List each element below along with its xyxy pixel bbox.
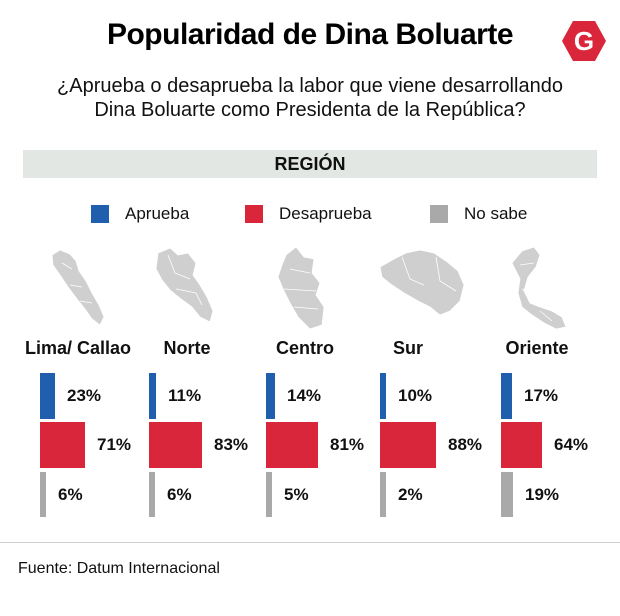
- map-oriente: [511, 246, 567, 330]
- region-label-norte: Norte: [163, 338, 211, 358]
- g-logo: G: [562, 21, 606, 61]
- value-label-sur-aprueba: 10%: [398, 386, 433, 405]
- footer-divider: [0, 542, 620, 543]
- region-label-sur: Sur: [392, 338, 424, 358]
- bar-norte-no-sabe: [149, 472, 155, 517]
- value-label-lima-callao-no-sabe: 6%: [58, 484, 83, 504]
- subtitle-line-1: ¿Aprueba o desaprueba la labor que viene…: [57, 75, 563, 97]
- legend-swatch-aprueba: [91, 205, 109, 223]
- value-label-centro-no-sabe: 5%: [284, 484, 309, 504]
- bar-centro-no-sabe: [266, 472, 272, 517]
- bar-lima-callao-desaprueba: [40, 422, 85, 468]
- bar-sur-aprueba: [380, 373, 386, 419]
- value-label-lima-callao-aprueba: 23%: [67, 386, 102, 405]
- region-label-lima-callao: Lima/ Callao: [24, 338, 132, 358]
- bar-oriente-aprueba: [501, 373, 512, 419]
- bar-norte-aprueba: [149, 373, 156, 419]
- value-label-norte-aprueba: 11%: [168, 386, 202, 405]
- value-label-norte-no-sabe: 6%: [167, 484, 192, 504]
- legend-label-aprueba: Aprueba: [125, 204, 190, 223]
- bar-lima-callao-aprueba: [40, 373, 55, 419]
- legend-label-no-sabe: No sabe: [464, 204, 528, 223]
- bar-centro-desaprueba: [266, 422, 318, 468]
- logo-letter: G: [574, 26, 594, 56]
- map-sur: [379, 249, 465, 316]
- map-lima-callao: [51, 249, 105, 326]
- map-norte: [155, 247, 214, 323]
- bar-oriente-desaprueba: [501, 422, 542, 468]
- region-header: REGIÓN: [23, 150, 597, 178]
- region-label-centro: Centro: [276, 338, 334, 358]
- chart-subtitle: ¿Aprueba o desaprueba la labor que viene…: [20, 74, 600, 122]
- legend-label-desaprueba: Desaprueba: [279, 204, 372, 223]
- value-label-centro-desaprueba: 81%: [330, 435, 365, 454]
- map-centro: [277, 246, 325, 330]
- value-label-oriente-aprueba: 17%: [524, 386, 559, 405]
- legend-swatch-no-sabe: [430, 205, 448, 223]
- value-label-centro-aprueba: 14%: [287, 386, 322, 405]
- value-label-lima-callao-desaprueba: 71%: [97, 435, 132, 454]
- logo-hexagon: [562, 21, 606, 61]
- legend: Aprueba Desaprueba No sabe: [0, 204, 620, 228]
- bar-norte-desaprueba: [149, 422, 202, 468]
- value-label-norte-desaprueba: 83%: [214, 435, 249, 454]
- bar-sur-no-sabe: [380, 472, 386, 517]
- bar-centro-aprueba: [266, 373, 275, 419]
- region-maps: [51, 246, 567, 330]
- source-note: Fuente: Datum Internacional: [18, 560, 220, 577]
- value-label-oriente-desaprueba: 64%: [554, 435, 589, 454]
- value-label-sur-desaprueba: 88%: [448, 435, 483, 454]
- bar-oriente-no-sabe: [501, 472, 513, 517]
- chart-title: Popularidad de Dina Boluarte: [106, 18, 514, 51]
- bar-lima-callao-no-sabe: [40, 472, 46, 517]
- bar-sur-desaprueba: [380, 422, 436, 468]
- value-label-sur-no-sabe: 2%: [398, 484, 423, 504]
- value-label-oriente-no-sabe: 19%: [525, 484, 560, 504]
- region-label-oriente: Oriente: [505, 338, 569, 358]
- legend-swatch-desaprueba: [245, 205, 263, 223]
- subtitle-line-2: Dina Boluarte como Presidenta de la Repú…: [94, 99, 526, 121]
